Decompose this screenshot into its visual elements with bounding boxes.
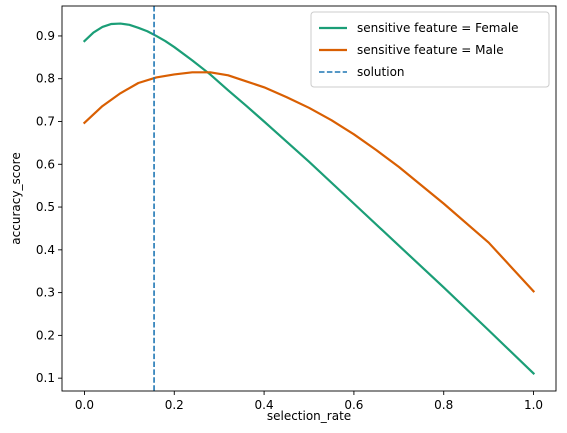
series-line-0	[82, 22, 536, 376]
legend-label-1: sensitive feature = Male	[357, 43, 504, 57]
x-axis-label: selection_rate	[267, 409, 351, 423]
y-tick-label-3: 0.4	[36, 243, 55, 257]
plot-area	[82, 6, 536, 391]
y-tick-label-7: 0.8	[36, 72, 55, 86]
legend: sensitive feature = Female sensitive feat…	[310, 11, 550, 88]
y-tick-label-8: 0.9	[36, 29, 55, 43]
x-tick-label-4: 0.8	[434, 398, 453, 412]
y-tick-label-1: 0.2	[36, 328, 55, 342]
y-tick-label-5: 0.6	[36, 157, 55, 171]
legend-label-2: solution	[357, 65, 405, 79]
y-tick-label-2: 0.3	[36, 286, 55, 300]
x-tick-label-3: 0.6	[344, 398, 363, 412]
series-line-1	[82, 71, 536, 293]
y-tick-label-4: 0.5	[36, 200, 55, 214]
x-tick-label-5: 1.0	[524, 398, 543, 412]
series-group	[82, 6, 536, 391]
axes-frame	[61, 5, 557, 392]
x-tick-label-0: 0.0	[75, 398, 94, 412]
y-axis-label: accuracy_score	[9, 152, 23, 244]
y-tick-label-6: 0.7	[36, 115, 55, 129]
x-tick-label-1: 0.2	[165, 398, 184, 412]
y-tick-label-0: 0.1	[36, 371, 55, 385]
axes: 0.0 0.2 0.4 0.6 0.8 1.0 0.1 0.2 0.3 0.4 0.5 0.6 0.7 0…	[9, 5, 557, 423]
legend-label-0: sensitive feature = Female	[357, 21, 519, 35]
x-tick-label-2: 0.4	[255, 398, 274, 412]
legend-box	[310, 11, 550, 88]
